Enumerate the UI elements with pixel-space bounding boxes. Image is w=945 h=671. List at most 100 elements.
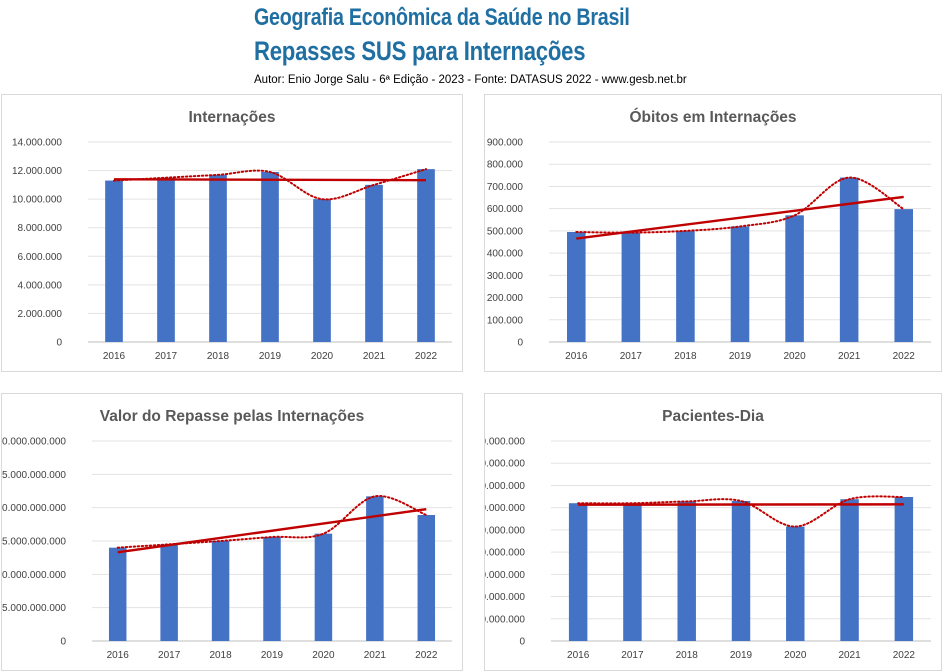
- x-tick-label: 2017: [158, 650, 181, 661]
- dotted-smooth-line: [116, 495, 428, 549]
- y-tick-label: 8.000.000: [18, 223, 63, 234]
- y-tick-label: 80.000.000: [485, 459, 525, 470]
- x-tick-label: 2019: [261, 650, 284, 661]
- chart-title: Valor do Repasse pelas Internações: [100, 408, 364, 425]
- y-tick-label: 20.000.000: [485, 592, 525, 603]
- y-tick-label: 0: [60, 637, 66, 648]
- x-tick-label: 2022: [893, 650, 916, 661]
- x-tick-label: 2017: [620, 351, 643, 362]
- bar-2016: [105, 180, 123, 342]
- chart-title: Internações: [188, 109, 275, 126]
- x-tick-label: 2022: [893, 351, 916, 362]
- y-tick-label: 500.000: [487, 226, 524, 237]
- author-credits: Autor: Enio Jorge Salu - 6ª Edição - 202…: [254, 74, 687, 86]
- x-tick-label: 2017: [621, 650, 644, 661]
- y-tick-label: 5.000.000.000: [2, 603, 66, 614]
- y-tick-label: 30.000.000: [485, 570, 525, 581]
- y-tick-label: 15.000.000.000: [2, 537, 66, 548]
- page-subtitle: Repasses SUS para Internações: [254, 36, 586, 66]
- y-tick-label: 70.000.000: [485, 481, 525, 492]
- y-tick-label: 400.000: [487, 249, 524, 260]
- x-tick-label: 2020: [783, 351, 806, 362]
- bar-2016: [108, 547, 127, 641]
- chart-internacoes-svg: Internações 0 2.000.000 4.000.000 6.000.000 8…: [12, 109, 452, 362]
- y-tick-label: 6.000.000: [18, 252, 63, 263]
- bar-2022: [417, 515, 436, 641]
- dotted-smooth-line: [575, 176, 905, 234]
- y-tick-label: 200.000: [487, 293, 524, 304]
- bar-2017: [623, 503, 642, 641]
- x-tick-label: 2018: [676, 650, 699, 661]
- y-tick-label: 2.000.000: [18, 309, 63, 320]
- bar-2019: [731, 501, 751, 641]
- bar-2018: [209, 174, 227, 342]
- x-tick-label: 2019: [259, 351, 282, 362]
- y-tick-label: 0: [519, 637, 525, 648]
- y-tick-label: 25.000.000.000: [2, 470, 66, 481]
- bar-2020: [785, 215, 804, 342]
- y-tick-label: 60.000.000: [485, 503, 525, 514]
- bar-2016: [567, 232, 586, 342]
- bar-2022: [417, 169, 435, 342]
- chart-title: Óbitos em Internações: [629, 108, 796, 126]
- x-tick-label: 2016: [567, 650, 590, 661]
- y-tick-label: 0: [517, 338, 523, 349]
- chart-obitos-svg: Óbitos em Internações 0 100.000 200.000 300.…: [487, 108, 931, 362]
- bar-2021: [839, 177, 859, 342]
- bar-2018: [676, 230, 695, 342]
- x-tick-label: 2022: [415, 351, 438, 362]
- x-tick-label: 2018: [674, 351, 697, 362]
- x-tick-label: 2016: [103, 351, 126, 362]
- y-tick-label: 800.000: [487, 160, 524, 171]
- x-tick-label: 2016: [565, 351, 588, 362]
- bar-2020: [313, 199, 331, 342]
- y-tick-label: 30.000.000.000: [2, 437, 66, 448]
- bar-2019: [730, 226, 750, 342]
- x-tick-label: 2021: [363, 351, 386, 362]
- bar-2020: [314, 533, 333, 641]
- y-tick-label: 40.000.000: [485, 548, 525, 559]
- bar-2016: [568, 503, 588, 641]
- dotted-smooth-line: [577, 495, 905, 528]
- y-tick-label: 90.000.000: [485, 437, 525, 448]
- chart-valor-repasse: Valor do Repasse pelas Internações 0 5.000…: [1, 393, 463, 671]
- x-tick-label: 2019: [730, 650, 753, 661]
- page-title: Geografia Econômica da Saúde no Brasil: [254, 4, 630, 31]
- bar-2018: [211, 541, 230, 641]
- y-tick-label: 4.000.000: [18, 280, 63, 291]
- y-tick-label: 10.000.000: [485, 614, 525, 625]
- bar-2017: [157, 177, 175, 342]
- bar-2019: [261, 172, 279, 342]
- x-tick-label: 2018: [207, 351, 230, 362]
- x-tick-label: 2019: [729, 351, 752, 362]
- bar-2022: [894, 497, 914, 641]
- bar-2020: [786, 526, 805, 641]
- y-tick-label: 100.000: [487, 315, 524, 326]
- y-tick-label: 14.000.000: [12, 138, 62, 149]
- chart-title: Pacientes-Dia: [662, 408, 764, 425]
- bar-2019: [263, 537, 281, 641]
- x-tick-label: 2020: [784, 650, 807, 661]
- x-tick-label: 2020: [312, 650, 335, 661]
- chart-pacientes-dia: Pacientes-Dia 0 10.000.000 20.000.000 30.000…: [484, 393, 942, 671]
- y-tick-label: 600.000: [487, 204, 524, 215]
- x-tick-label: 2017: [155, 351, 178, 362]
- x-tick-label: 2021: [838, 351, 861, 362]
- y-tick-label: 10.000.000: [12, 195, 62, 206]
- y-tick-label: 900.000: [487, 138, 524, 149]
- x-tick-label: 2016: [107, 650, 130, 661]
- y-tick-label: 20.000.000.000: [2, 503, 66, 514]
- bar-2021: [840, 499, 859, 641]
- bar-2017: [621, 232, 641, 342]
- bar-2021: [366, 496, 384, 641]
- bar-2018: [677, 501, 696, 641]
- y-tick-label: 50.000.000: [485, 525, 525, 536]
- chart-pacientes-dia-svg: Pacientes-Dia 0 10.000.000 20.000.000 30.000…: [485, 408, 931, 661]
- y-tick-label: 700.000: [487, 182, 524, 193]
- trend-line: [113, 178, 427, 182]
- x-tick-label: 2021: [838, 650, 861, 661]
- x-tick-label: 2021: [364, 650, 387, 661]
- trend-line: [576, 195, 904, 240]
- bar-2017: [160, 544, 178, 641]
- chart-internacoes: Internações 0 2.000.000 4.000.000 6.000.000 8…: [1, 94, 463, 372]
